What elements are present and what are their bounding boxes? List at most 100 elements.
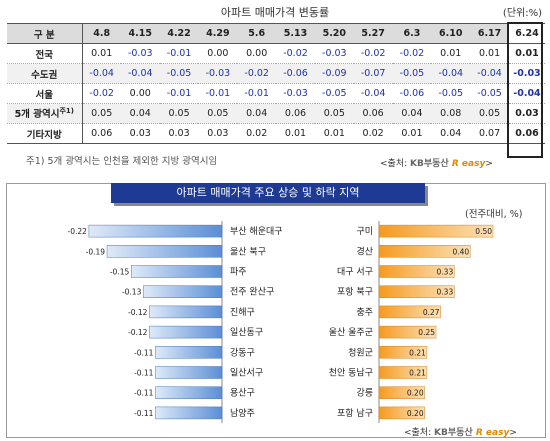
table-cell: -0.01 xyxy=(237,83,277,104)
table-cell: 0.05 xyxy=(314,103,354,124)
table-row: 5개 광역시주1) 0.05 0.04 0.05 0.05 0.04 0.06 0.05 0.0… xyxy=(7,103,545,124)
chart-title: 아파트 매매가격 주요 상승 및 하락 지역 xyxy=(111,183,425,203)
table-cell: -0.04 xyxy=(470,63,509,84)
table-cell: -0.06 xyxy=(276,63,315,84)
table-cell: 0.01 xyxy=(431,43,471,64)
decline-category-label: 일산동구 xyxy=(230,327,263,338)
chart-source: <출처: KB부동산 R easy> xyxy=(404,425,517,438)
table-cell: -0.05 xyxy=(470,83,509,104)
table-cell: -0.01 xyxy=(159,83,199,104)
table-title: 아파트 매매가격 변동률 xyxy=(220,6,330,19)
decline-value-label: -0.11 xyxy=(134,389,154,398)
table-cell: 0.04 xyxy=(392,103,432,124)
date-header: 6.10 xyxy=(431,23,471,44)
decline-bar xyxy=(131,265,223,278)
table-row: 서울 -0.02 0.00 -0.01 -0.01 -0.01 -0.03 -0.05 -0.0… xyxy=(7,83,545,104)
date-header: 5.13 xyxy=(276,23,315,44)
chart-unit: (전주대비, %) xyxy=(465,209,523,220)
rise-value-label: 0.33 xyxy=(437,288,454,297)
decline-category-label: 부산 해운대구 xyxy=(230,226,283,237)
rise-category-label: 충주 xyxy=(356,307,373,318)
rise-bar xyxy=(378,245,471,258)
table-source: <출처: KB부동산 R easy> xyxy=(380,156,493,169)
decline-bar xyxy=(155,346,223,359)
table-cell: 0.06 xyxy=(276,103,315,124)
decline-category-label: 강동구 xyxy=(230,347,255,358)
table-cell: 0.01 xyxy=(82,43,121,64)
date-header: 4.22 xyxy=(159,23,199,44)
table-row: 수도권 -0.04 -0.04 -0.05 -0.03 -0.02 -0.06 -0.09 -0… xyxy=(7,63,545,84)
table-cell: 0.05 xyxy=(82,103,121,124)
table-cell: 0.03 xyxy=(508,103,545,124)
table-cell: 0.03 xyxy=(198,123,238,144)
rise-value-label: 0.21 xyxy=(409,348,426,357)
table-row: 전국 0.01 -0.03 -0.01 0.00 0.00 -0.02 -0.03 -0.02-… xyxy=(7,43,545,64)
rise-value-label: 0.20 xyxy=(407,409,424,418)
decline-value-label: -0.13 xyxy=(122,288,142,297)
table-cell: 0.00 xyxy=(120,83,160,104)
rise-category-label: 대구 서구 xyxy=(337,267,373,278)
date-header: 4.15 xyxy=(120,23,160,44)
date-header: 4.29 xyxy=(198,23,238,44)
table-cell: -0.03 xyxy=(508,63,545,84)
row-label: 5개 광역시주1) xyxy=(7,103,83,124)
table-cell: 0.00 xyxy=(198,43,238,64)
rise-value-label: 0.33 xyxy=(437,268,454,277)
kb-logo-2-prefix: KB부동산 xyxy=(434,428,473,438)
decline-bar xyxy=(155,406,223,420)
table-cell: 0.03 xyxy=(159,123,199,144)
table-cell: -0.07 xyxy=(353,63,393,84)
rise-category-label: 울산 울주군 xyxy=(329,327,373,338)
decline-chart: -0.22 부산 해운대구 -0.19 울산 북구 -0.15 파주 -0.13 전주 완산구… xyxy=(67,221,283,423)
kb-logo-2-brand: R easy xyxy=(475,428,510,438)
rise-bar xyxy=(378,406,425,420)
rise-bar xyxy=(378,265,455,278)
rise-value-label: 0.50 xyxy=(475,227,492,236)
date-header: 6.17 xyxy=(470,23,509,44)
decline-category-label: 울산 북구 xyxy=(230,246,266,257)
kb-logo: KB부동산 R easy xyxy=(410,159,485,169)
rise-value-label: 0.20 xyxy=(407,389,424,398)
table-cell: -0.05 xyxy=(392,63,432,84)
date-header: 5.20 xyxy=(314,23,354,44)
decline-bar xyxy=(149,325,223,339)
table-cell: -0.03 xyxy=(314,43,354,64)
date-header: 6.24 xyxy=(508,23,545,44)
table-cell: -0.05 xyxy=(159,63,199,84)
rise-bar xyxy=(378,386,425,399)
table-cell: 0.01 xyxy=(508,43,545,64)
table-cell: -0.05 xyxy=(431,83,471,104)
rise-bar xyxy=(378,285,455,298)
rise-bar xyxy=(378,224,494,238)
table-cell: -0.03 xyxy=(276,83,315,104)
table-cell: -0.02 xyxy=(237,63,277,84)
rise-value-label: 0.21 xyxy=(409,369,426,378)
decline-bar xyxy=(143,285,223,298)
kb-logo-brand: R easy xyxy=(451,159,486,169)
table-cell: 0.05 xyxy=(159,103,199,124)
chart-source-close: > xyxy=(509,428,517,438)
table-cell: -0.04 xyxy=(508,83,545,104)
table-cell: 0.05 xyxy=(470,103,509,124)
date-header: 5.6 xyxy=(237,23,277,44)
decline-bar xyxy=(106,245,223,258)
footnote-marker: 주1) xyxy=(59,107,74,116)
table-cell: -0.02 xyxy=(353,43,393,64)
table-cell: 0.02 xyxy=(353,123,393,144)
table-cell: -0.01 xyxy=(159,43,199,64)
table-cell: -0.03 xyxy=(120,43,160,64)
rise-category-label: 포항 북구 xyxy=(337,287,373,298)
table-cell: 0.06 xyxy=(82,123,121,144)
rise-category-label: 경산 xyxy=(356,245,373,257)
table-cell: -0.01 xyxy=(198,83,238,104)
decline-category-label: 용산구 xyxy=(230,388,255,399)
decline-value-label: -0.11 xyxy=(134,348,154,357)
table-unit: (단위:%) xyxy=(502,8,542,19)
table-cell: -0.09 xyxy=(314,63,354,84)
decline-category-label: 남양주 xyxy=(230,408,255,419)
decline-bar xyxy=(155,386,223,399)
table-cell: 0.08 xyxy=(431,103,471,124)
rise-bar xyxy=(378,346,428,359)
row-label: 서울 xyxy=(7,83,83,104)
decline-bar xyxy=(88,224,223,238)
